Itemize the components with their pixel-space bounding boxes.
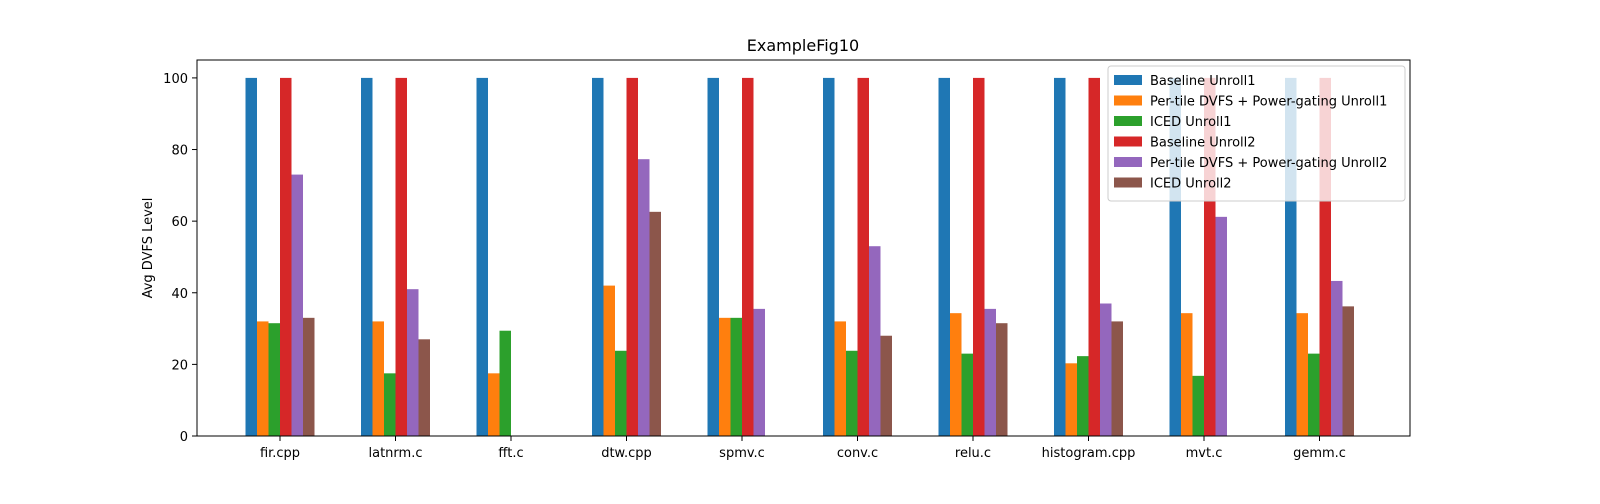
x-tick-label: mvt.c <box>1186 446 1223 461</box>
bar-fir-cpp-series-3 <box>268 323 280 436</box>
bar-gemm-c-series-4 <box>1319 77 1331 437</box>
y-axis-label: Avg DVFS Level <box>141 198 156 299</box>
bar-mvt-c-series-2 <box>1181 313 1193 436</box>
legend-label: Baseline Unroll2 <box>1150 136 1256 151</box>
bar-mvt-c-series-5 <box>1215 216 1227 436</box>
bar-latnrm-c-series-4 <box>395 77 407 437</box>
bar-conv-c-series-1 <box>823 77 835 437</box>
bar-relu-c-series-5 <box>984 308 996 436</box>
bar-fir-cpp-series-5 <box>291 174 303 436</box>
legend-label: ICED Unroll2 <box>1150 177 1232 192</box>
legend-label: ICED Unroll1 <box>1150 115 1232 130</box>
bar-dtw-cpp-series-5 <box>638 159 650 436</box>
legend: Baseline Unroll1 Per-tile DVFS + Power-ga… <box>1107 65 1406 202</box>
bar-conv-c-series-2 <box>834 321 846 436</box>
legend-label: Per-tile DVFS + Power-gating Unroll1 <box>1150 95 1387 110</box>
bar-relu-c-series-2 <box>950 313 962 436</box>
legend-swatch <box>1114 177 1142 188</box>
bar-spmv-c-series-1 <box>707 77 719 437</box>
bar-mvt-c-series-1 <box>1169 77 1181 437</box>
bar-conv-c-series-5 <box>869 246 881 436</box>
bar-fir-cpp-series-6 <box>303 317 315 436</box>
legend-label: Per-tile DVFS + Power-gating Unroll2 <box>1150 156 1387 171</box>
bars-group <box>245 77 1354 437</box>
bar-histogram-cpp-series-2 <box>1065 363 1077 436</box>
bar-fft-c-series-3 <box>499 330 511 436</box>
bar-gemm-c-series-6 <box>1342 306 1354 436</box>
bar-conv-c-series-6 <box>880 335 892 436</box>
legend-swatch <box>1114 116 1142 126</box>
bar-latnrm-c-series-3 <box>384 373 396 436</box>
bar-histogram-cpp-series-3 <box>1077 356 1089 436</box>
legend-label: Baseline Unroll1 <box>1150 74 1256 89</box>
y-tick-label: 20 <box>171 358 188 373</box>
y-tick-label: 0 <box>180 430 188 445</box>
bar-fir-cpp-series-1 <box>245 77 257 437</box>
bar-spmv-c-series-2 <box>719 317 731 436</box>
bar-relu-c-series-4 <box>973 77 985 437</box>
bar-latnrm-c-series-2 <box>372 321 384 436</box>
y-tick-label: 40 <box>171 287 188 302</box>
x-tick-label: gemm.c <box>1293 446 1346 461</box>
legend-box <box>1107 65 1406 202</box>
bar-mvt-c-series-3 <box>1192 375 1204 436</box>
y-tick-label: 80 <box>171 144 188 159</box>
bar-latnrm-c-series-6 <box>418 339 430 436</box>
x-tick-label: relu.c <box>955 446 991 461</box>
x-tick-label: conv.c <box>837 446 878 461</box>
x-tick-label: latnrm.c <box>369 446 423 461</box>
bar-gemm-c-series-3 <box>1308 353 1320 436</box>
bar-fft-c-series-1 <box>476 77 488 437</box>
legend-swatch <box>1114 95 1142 106</box>
bar-relu-c-series-6 <box>996 323 1008 436</box>
bar-conv-c-series-4 <box>857 77 869 437</box>
y-tick-label: 60 <box>171 215 188 230</box>
chart-title: ExampleFig10 <box>747 36 859 55</box>
x-tick-label: histogram.cpp <box>1042 446 1136 461</box>
bar-spmv-c-series-4 <box>742 77 754 437</box>
x-tick-label: fft.c <box>498 446 523 461</box>
bar-dtw-cpp-series-4 <box>626 77 638 437</box>
bar-dtw-cpp-series-1 <box>592 77 604 437</box>
bar-gemm-c-series-5 <box>1331 280 1343 436</box>
y-ticks-group: 0 20 40 60 80 100 <box>163 72 197 445</box>
x-tick-label: spmv.c <box>719 446 765 461</box>
legend-swatch <box>1114 157 1142 167</box>
bar-relu-c-series-3 <box>961 353 973 436</box>
legend-swatch <box>1114 136 1142 147</box>
bar-latnrm-c-series-1 <box>361 77 373 437</box>
x-tick-label: fir.cpp <box>260 446 300 461</box>
y-tick-label: 100 <box>163 72 188 87</box>
bar-histogram-cpp-series-5 <box>1100 303 1112 436</box>
plot-frame <box>196 59 1411 437</box>
bar-fir-cpp-series-2 <box>257 321 269 436</box>
bar-dtw-cpp-series-3 <box>615 350 627 436</box>
bar-histogram-cpp-series-4 <box>1088 77 1100 437</box>
x-ticks-group: fir.cpp latnrm.c fft.c dtw.cpp spmv.c conv.c r… <box>260 436 1346 461</box>
bar-spmv-c-series-5 <box>753 308 765 436</box>
bar-conv-c-series-3 <box>846 350 858 436</box>
bar-latnrm-c-series-5 <box>407 289 419 436</box>
bar-dtw-cpp-series-6 <box>649 211 661 436</box>
bar-fft-c-series-2 <box>488 373 500 436</box>
bar-mvt-c-series-4 <box>1204 77 1216 437</box>
bar-gemm-c-series-1 <box>1285 77 1297 437</box>
bar-histogram-cpp-series-6 <box>1111 321 1123 436</box>
bar-histogram-cpp-series-1 <box>1054 77 1066 437</box>
bar-dtw-cpp-series-2 <box>603 285 615 436</box>
bar-relu-c-series-1 <box>938 77 950 437</box>
bar-spmv-c-series-3 <box>730 317 742 436</box>
bar-fir-cpp-series-4 <box>280 77 292 437</box>
bar-gemm-c-series-2 <box>1296 313 1308 436</box>
x-tick-label: dtw.cpp <box>601 446 652 461</box>
legend-swatch <box>1114 75 1142 85</box>
